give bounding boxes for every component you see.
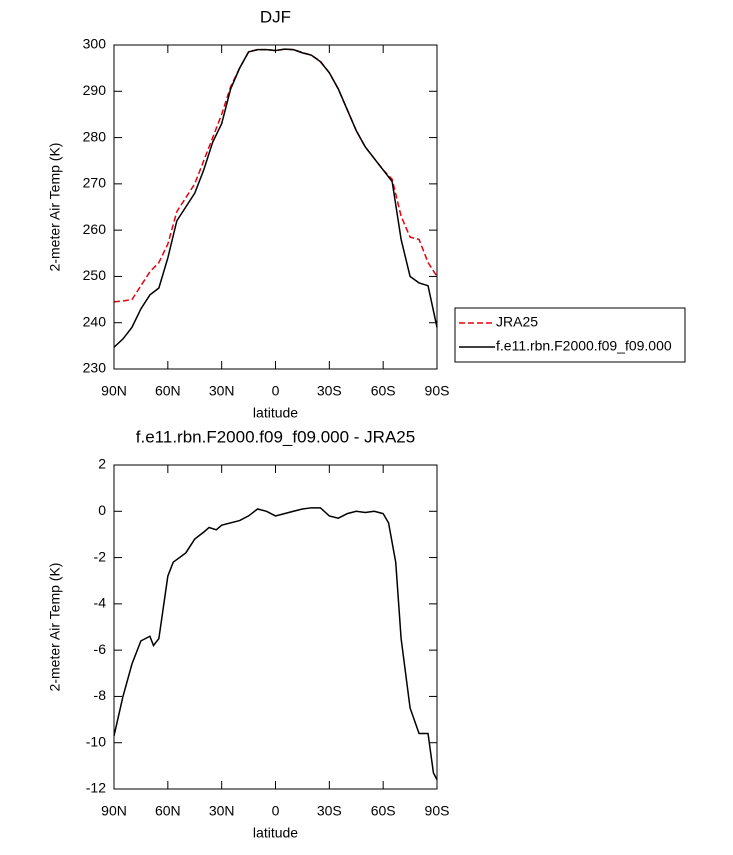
x-tick-label: 30S	[317, 803, 342, 819]
x-tick-label: 60N	[155, 803, 181, 819]
y-tick-label: 2	[98, 456, 106, 472]
y-tick-label: 260	[83, 221, 107, 237]
x-tick-label: 90S	[425, 383, 450, 399]
legend-box	[454, 307, 686, 363]
y-tick-label: -4	[94, 595, 107, 611]
chart-title: f.e11.rbn.F2000.f09_f09.000 - JRA25	[136, 427, 415, 446]
x-tick-label: 30S	[317, 383, 342, 399]
legend-label: JRA25	[496, 314, 538, 330]
x-tick-label: 90N	[101, 803, 127, 819]
x-tick-label: 60S	[371, 803, 396, 819]
y-tick-label: 270	[83, 175, 107, 191]
y-tick-label: -8	[94, 687, 107, 703]
data-line	[113, 48, 438, 348]
x-tick-label: 30N	[209, 383, 235, 399]
y-axis-label: 2-meter Air Temp (K)	[47, 563, 63, 692]
x-tick-label: 90S	[425, 803, 450, 819]
y-axis-label: 2-meter Air Temp (K)	[47, 143, 63, 272]
y-tick-label: -12	[86, 780, 106, 796]
legend-label: f.e11.rbn.F2000.f09_f09.000	[496, 338, 672, 354]
data-line	[113, 48, 438, 303]
y-tick-label: 290	[83, 82, 107, 98]
y-tick-label: 300	[83, 36, 107, 52]
x-tick-label: 0	[272, 803, 280, 819]
x-axis-label: latitude	[253, 405, 298, 421]
y-tick-label: 230	[83, 360, 107, 376]
x-axis-label: latitude	[253, 825, 298, 841]
plot-frame	[113, 44, 438, 370]
plot-frame	[113, 464, 438, 790]
y-tick-label: -10	[86, 733, 106, 749]
chart-title: DJF	[260, 7, 291, 26]
y-tick-label: 250	[83, 267, 107, 283]
y-tick-label: 0	[98, 502, 106, 518]
x-tick-label: 90N	[101, 383, 127, 399]
x-tick-label: 30N	[209, 803, 235, 819]
y-tick-label: 280	[83, 128, 107, 144]
y-tick-label: 240	[83, 313, 107, 329]
x-tick-label: 0	[272, 383, 280, 399]
x-tick-label: 60N	[155, 383, 181, 399]
y-tick-label: -6	[94, 641, 107, 657]
data-line	[113, 507, 438, 781]
y-tick-label: -2	[94, 548, 107, 564]
x-tick-label: 60S	[371, 383, 396, 399]
